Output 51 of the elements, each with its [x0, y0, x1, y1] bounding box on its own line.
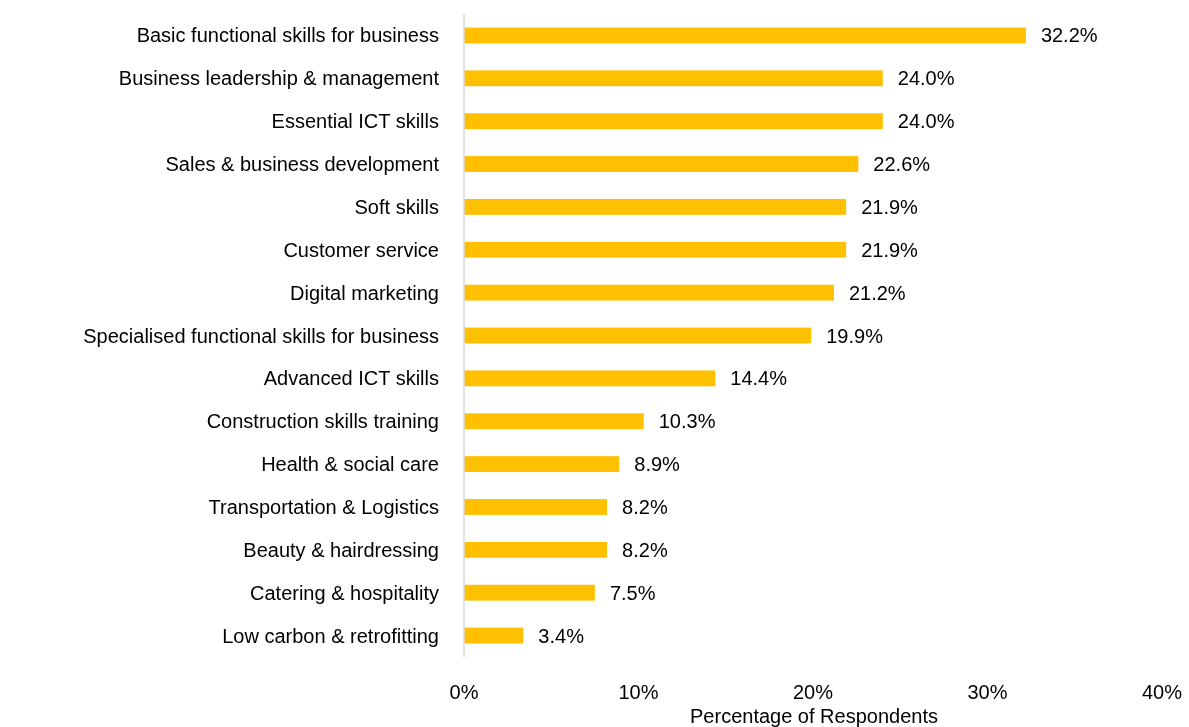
bar [464, 113, 883, 130]
y-tick-label: Beauty & hairdressing [243, 538, 439, 561]
y-tick-label: Customer service [283, 238, 439, 261]
data-label: 7.5% [609, 581, 656, 604]
data-label: 8.2% [622, 538, 668, 561]
x-tick-label: 30% [967, 681, 1008, 703]
x-axis-title: Percentage of Respondents [690, 705, 938, 727]
data-label: 21.9% [861, 238, 919, 261]
y-tick-label: Sales & business development [165, 153, 440, 176]
x-tick-label: 0% [449, 681, 479, 703]
bar [464, 627, 524, 644]
data-label: 22.6% [873, 153, 931, 176]
data-label: 21.9% [861, 195, 919, 218]
y-tick-label: Specialised functional skills for business [83, 324, 439, 347]
y-tick-label: Construction skills training [206, 410, 439, 433]
data-label: 21.2% [848, 281, 906, 304]
x-tick-label: 40% [1141, 681, 1183, 703]
y-tick-label: Low carbon & retrofitting [222, 624, 439, 647]
y-tick-label: Transportation & Logistics [208, 495, 439, 518]
bar [464, 284, 834, 301]
y-tick-label: Advanced ICT skills [263, 367, 439, 390]
y-tick-label: Digital marketing [290, 281, 439, 304]
bar [464, 70, 883, 87]
bar [464, 541, 608, 558]
data-label: 8.9% [634, 453, 681, 476]
y-tick-label: Business leadership & management [118, 67, 440, 90]
data-label: 24.0% [897, 110, 955, 133]
data-label: 10.3% [658, 410, 716, 433]
y-tick-label: Health & social care [261, 453, 439, 476]
y-tick-label: Essential ICT skills [271, 110, 439, 133]
bar [464, 241, 847, 258]
x-tick-label: 10% [618, 681, 659, 703]
x-tick-label: 20% [792, 681, 834, 703]
bar [464, 27, 1026, 44]
data-label: 24.0% [897, 67, 955, 90]
y-tick-label: Catering & hospitality [250, 581, 439, 604]
bar [464, 327, 812, 344]
bar [464, 499, 608, 515]
data-label: 19.9% [826, 324, 884, 347]
bar [464, 198, 847, 215]
data-label: 3.4% [538, 624, 585, 647]
data-label: 8.2% [622, 495, 668, 518]
data-label: 14.4% [730, 367, 788, 390]
bar [464, 370, 716, 387]
bar [464, 413, 644, 430]
y-tick-label: Soft skills [354, 195, 439, 218]
bar [464, 156, 859, 172]
y-tick-label: Basic functional skills for business [136, 24, 439, 47]
data-label: 32.2% [1040, 24, 1098, 47]
bar [464, 584, 595, 601]
bar [464, 456, 620, 473]
